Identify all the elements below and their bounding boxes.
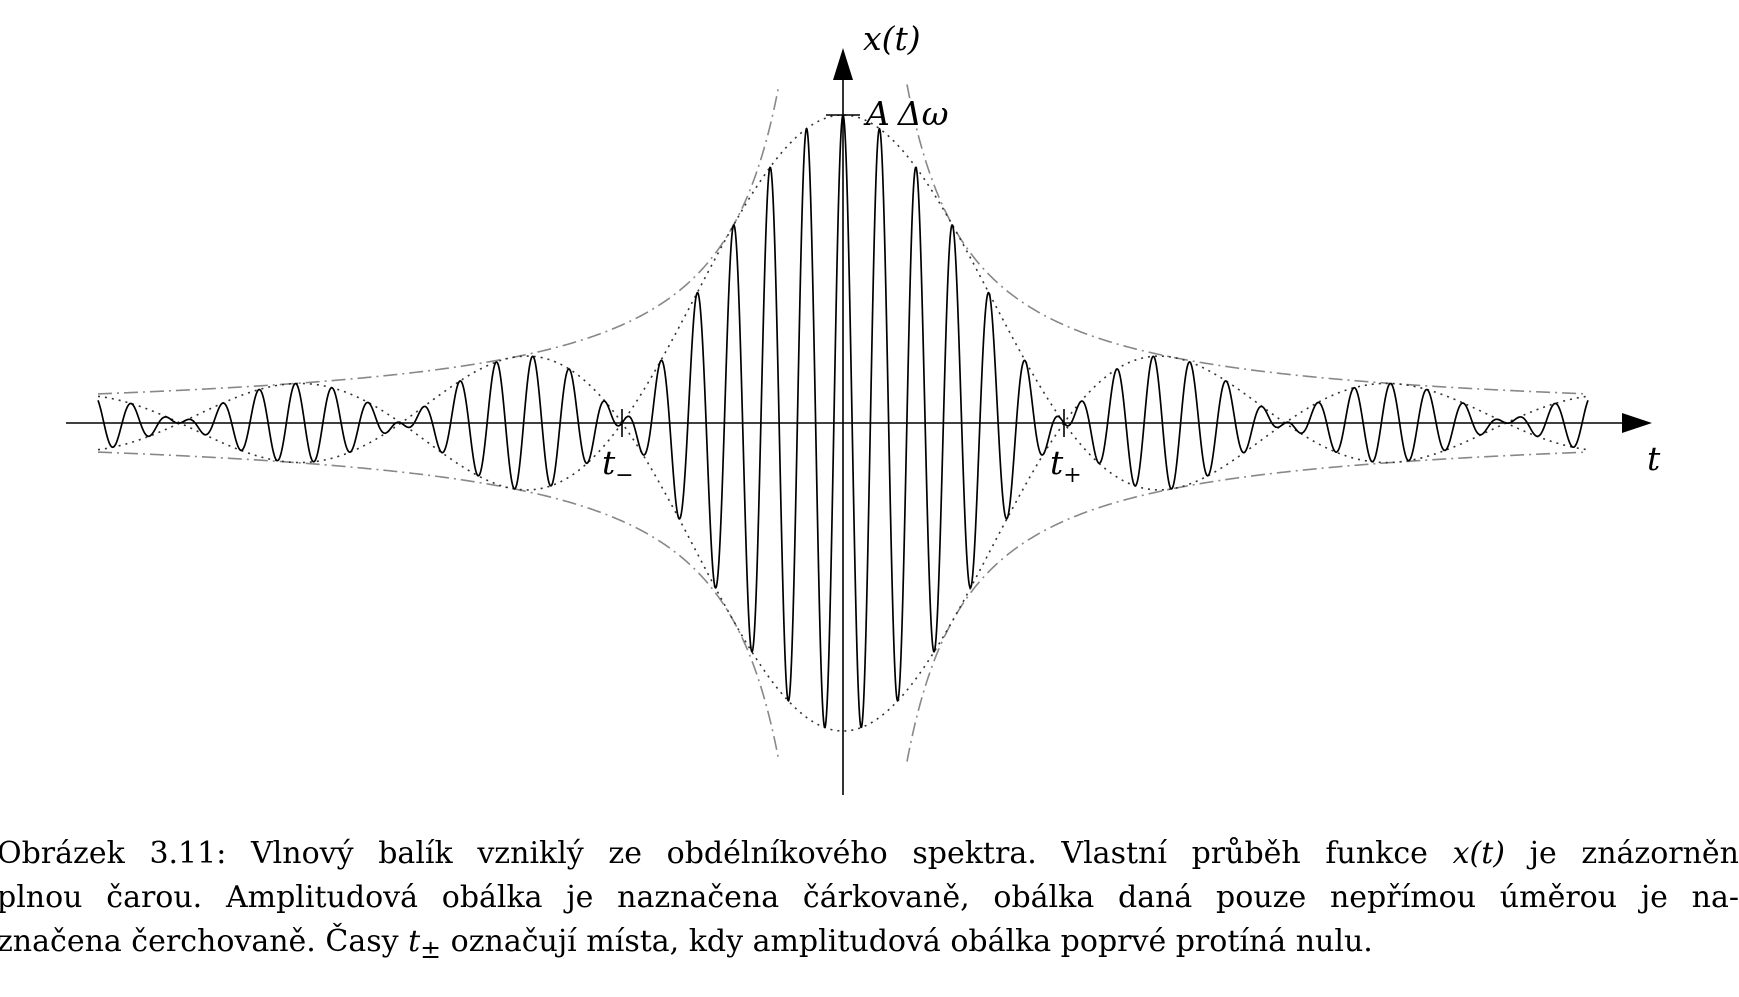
amplitude-envelope-upper: [97, 114, 1589, 425]
caption-line-1-suffix: je znázorněn: [1504, 836, 1739, 871]
y-axis-arrow: [833, 48, 853, 80]
t-plus-base: t: [1050, 443, 1064, 482]
caption-math-sub: ±: [420, 935, 442, 964]
t-minus-sub: −: [615, 463, 633, 488]
x-axis-label: t: [1647, 439, 1661, 478]
wave-packet-figure: x(t) t A Δω t− t+: [66, 19, 1661, 795]
caption-line-2: plnou čarou. Amplitudová obálka je nazna…: [0, 880, 1739, 915]
caption-line-1-prefix: Obrázek 3.11: Vlnový balík vzniklý ze ob…: [0, 836, 1453, 871]
t-plus-sub: +: [1063, 463, 1081, 488]
t-plus-label: t+: [1050, 443, 1082, 488]
caption-math-x-t: x(t): [1452, 836, 1505, 871]
peak-label: A Δω: [863, 94, 949, 133]
x-axis-arrow: [1622, 413, 1652, 433]
caption-line-3-suffix: označují místa, kdy amplitudová obálka p…: [441, 924, 1373, 959]
peak-label-delta-omega: Δω: [896, 94, 949, 133]
caption-math-t: t: [408, 924, 421, 959]
t-minus-base: t: [602, 443, 616, 482]
y-axis-label: x(t): [863, 19, 921, 58]
caption-line-3: značena čerchovaně. Časy t± označují mís…: [0, 920, 1739, 972]
caption-line-1: Obrázek 3.11: Vlnový balík vzniklý ze ob…: [0, 832, 1739, 876]
peak-label-a: A: [863, 94, 890, 133]
amplitude-envelope-lower: [97, 421, 1589, 732]
reciprocal-envelope-lower: [97, 451, 1589, 762]
t-minus-label: t−: [602, 443, 634, 488]
caption-line-3-prefix: značena čerchovaně. Časy: [0, 924, 409, 959]
reciprocal-envelope-upper: [97, 84, 1589, 395]
figure-caption: Obrázek 3.11: Vlnový balík vzniklý ze ob…: [0, 832, 1739, 972]
